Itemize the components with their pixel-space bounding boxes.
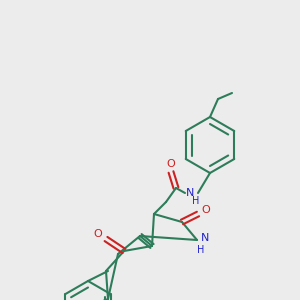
Text: N: N bbox=[186, 188, 194, 198]
Text: O: O bbox=[202, 205, 210, 215]
Text: O: O bbox=[94, 229, 102, 239]
Text: N: N bbox=[201, 233, 209, 243]
Text: H: H bbox=[197, 245, 205, 255]
Text: H: H bbox=[192, 196, 200, 206]
Text: O: O bbox=[167, 159, 176, 169]
